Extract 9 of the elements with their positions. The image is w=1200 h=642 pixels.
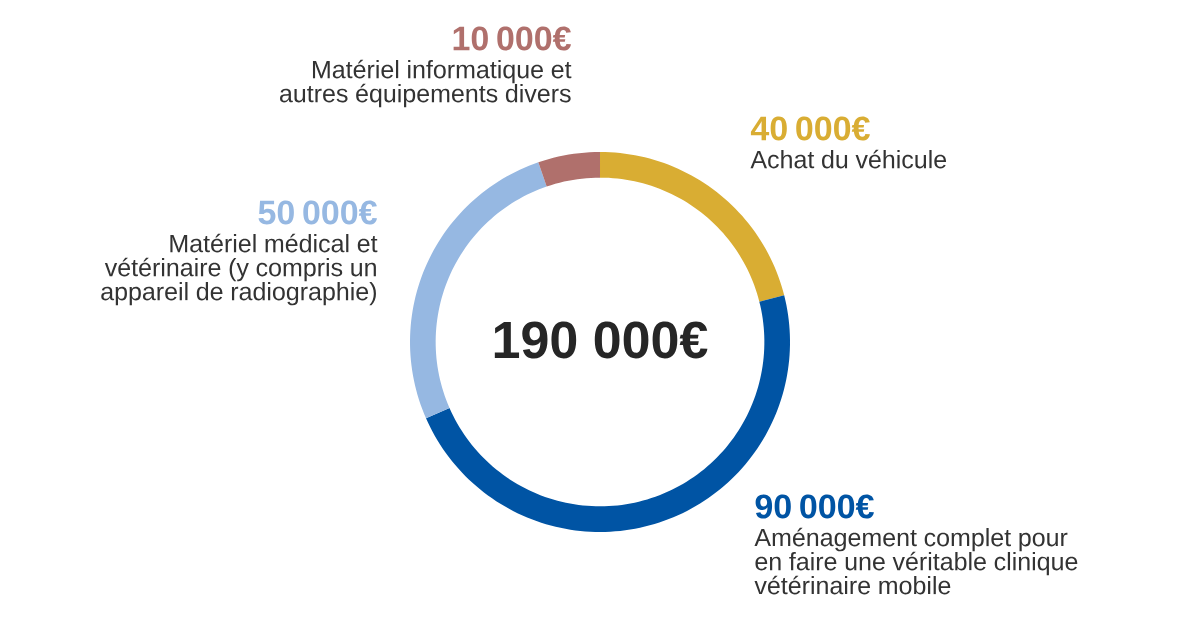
text: 190 000€ xyxy=(494,321,708,359)
data-label: 50 000€ xyxy=(258,200,377,225)
data-label: 40 000€ xyxy=(750,116,870,141)
data-label: 10 000€ xyxy=(453,26,571,51)
data-label: 90 000€ xyxy=(755,494,874,519)
slice-label: Matériel médical et vétérinaire (y compris un appareil de radiographie) xyxy=(101,233,378,306)
slice-label: Aménagement complet pour en faire une véritable clinique vétérinaire mobile xyxy=(754,527,1078,595)
slice-label: Matériel informatique et autres équipements divers xyxy=(280,59,572,108)
slice-label: Achat du véhicule xyxy=(750,149,947,169)
